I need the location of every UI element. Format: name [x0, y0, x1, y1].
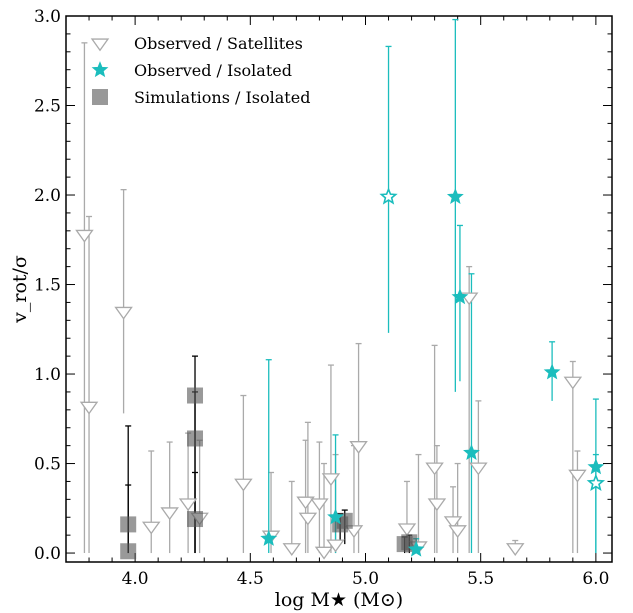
data-point	[187, 387, 204, 404]
data-point	[296, 496, 315, 510]
x-tick-label: 5.0	[352, 569, 379, 589]
data-point	[321, 473, 341, 487]
data-point	[310, 498, 329, 512]
x-tick-label: 6.0	[582, 569, 609, 589]
data-point	[469, 462, 488, 476]
x-tick-label: 5.5	[467, 569, 494, 589]
data-point	[427, 498, 447, 512]
data-point	[120, 516, 137, 533]
data-point	[448, 525, 467, 539]
data-point	[75, 229, 94, 243]
data-point	[178, 498, 198, 512]
legend-marker	[90, 38, 110, 52]
data-point	[141, 521, 161, 535]
data-point	[401, 534, 418, 551]
data-point	[120, 543, 137, 560]
y-tick-label: 2.0	[34, 186, 61, 206]
data-point	[397, 523, 417, 537]
data-point	[114, 306, 133, 320]
plot-frame	[65, 15, 613, 563]
y-tick-label: 0.5	[34, 455, 61, 475]
data-point	[543, 363, 561, 380]
data-point	[327, 508, 344, 525]
data-point	[563, 376, 583, 390]
data-point	[314, 546, 334, 560]
legend-marker	[92, 89, 108, 105]
x-axis-label: log M★ (M⊙)	[275, 589, 403, 611]
data-point	[234, 478, 253, 492]
data-point	[505, 543, 525, 556]
legend-label: Simulations / Isolated	[134, 88, 310, 107]
data-points	[75, 187, 606, 560]
data-point	[407, 540, 425, 557]
legend-marker	[91, 61, 109, 78]
x-tick-label: 4.5	[237, 569, 264, 589]
y-tick-label: 2.5	[34, 97, 61, 117]
legend: Observed / Satellites Observed / Isolated…	[90, 34, 310, 107]
y-tick-label: 0.0	[34, 544, 61, 564]
data-point	[451, 288, 469, 305]
data-point	[568, 469, 587, 483]
data-point	[79, 401, 99, 415]
data-point	[187, 430, 204, 447]
data-point	[260, 529, 278, 546]
y-tick-label: 1.5	[34, 276, 61, 296]
data-point	[425, 462, 444, 476]
data-point	[443, 516, 463, 530]
y-tick-label: 3.0	[34, 7, 61, 27]
legend-label: Observed / Isolated	[134, 61, 292, 80]
data-point	[298, 512, 318, 526]
data-point	[349, 441, 368, 454]
data-point	[160, 507, 179, 521]
tick-labels: 4.0 4.5 5.0 5.5 6.0 0.0 0.5 1.0 1.5 2.0 2.5 3.0	[34, 7, 609, 589]
data-point	[379, 187, 398, 205]
data-point	[587, 458, 605, 475]
y-axis-label: v_rot/σ	[9, 255, 31, 324]
legend-label: Observed / Satellites	[134, 34, 303, 53]
data-point	[463, 443, 480, 460]
data-point	[446, 187, 464, 204]
y-tick-label: 1.0	[34, 365, 61, 385]
x-tick-label: 4.0	[122, 569, 149, 589]
data-point	[326, 539, 345, 553]
data-point	[586, 473, 606, 492]
data-point	[187, 511, 204, 528]
data-point	[282, 543, 302, 556]
